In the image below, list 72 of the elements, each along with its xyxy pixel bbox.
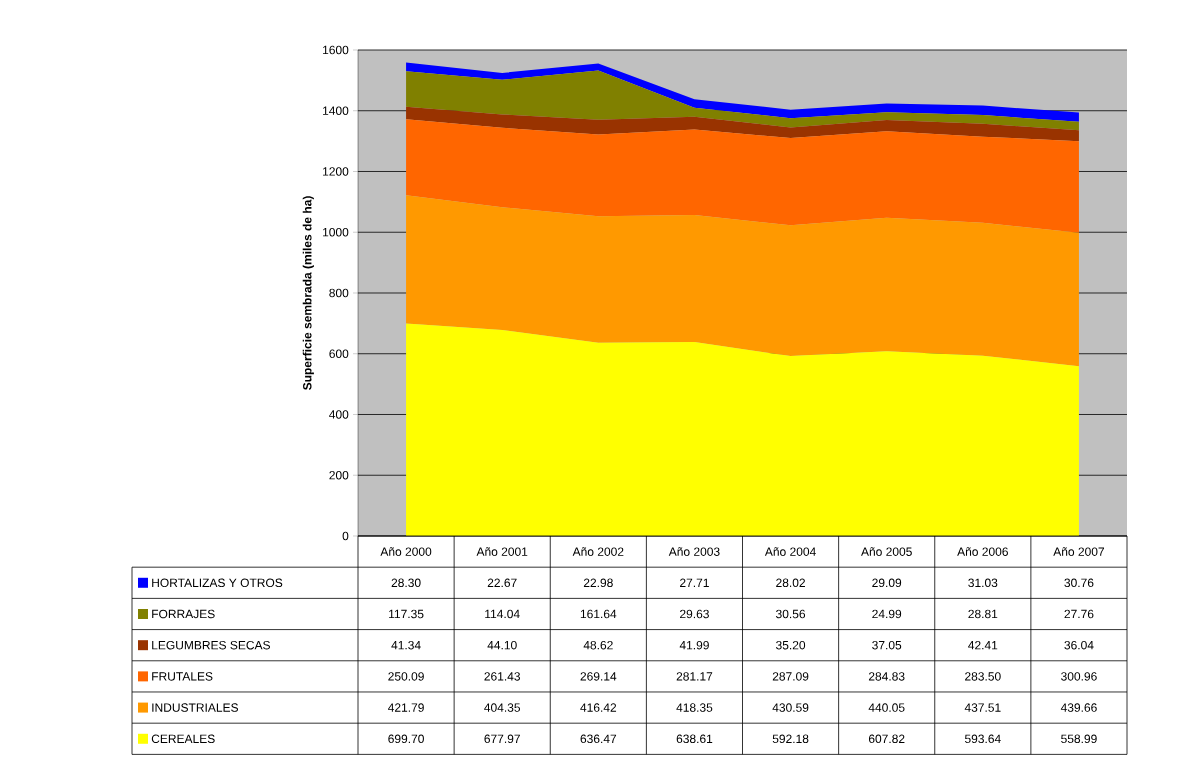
y-tick-label: 1600 [323,45,349,55]
data-label: 607.82 [868,734,905,744]
data-label: 437.51 [964,703,1001,712]
data-label: 430.59 [772,703,809,712]
data-label: 593.64 [964,734,1001,744]
data-label: 440.05 [868,703,905,712]
x-tick-label: Año 2003 [668,547,720,556]
data-label: 161.64 [580,609,617,619]
data-label: 283.50 [965,672,1001,681]
data-label: 250.09 [388,672,424,681]
y-axis-title: Superficie sembrada (miles de ha) [302,196,314,391]
data-label: 300.96 [1061,672,1097,681]
x-tick-label: Año 2001 [476,547,528,556]
data-label: 28.02 [776,578,805,588]
data-label: 287.09 [772,672,809,681]
legend-label: FORRAJES [152,609,215,619]
data-label: 28.30 [391,578,421,588]
data-label: 29.09 [872,578,902,588]
data-label: 36.04 [1064,640,1094,650]
data-label: 281.17 [676,672,713,681]
y-tick-label: 0 [342,531,349,541]
y-tick-label: 1400 [323,106,349,115]
data-label: 269.14 [580,672,617,681]
legend-label: FRUTALES [152,672,213,681]
data-label: 592.18 [772,734,809,744]
data-label: 418.35 [676,703,713,712]
x-tick-label: Año 2004 [764,547,816,556]
data-label: 421.79 [388,703,424,712]
legend-label: CEREALES [151,734,215,744]
x-tick-label: Año 2002 [572,547,624,556]
x-tick-label: Año 2006 [957,547,1008,556]
data-label: 44.10 [487,640,517,650]
y-tick-label: 1200 [323,167,349,176]
data-label: 22.98 [583,578,613,588]
data-label: 30.76 [1064,578,1094,588]
data-label: 677.97 [484,734,520,744]
data-label: 699.70 [388,734,424,744]
x-tick-label: Año 2007 [1053,547,1105,556]
data-label: 117.35 [389,609,424,619]
data-label: 261.43 [484,672,521,681]
y-tick-label: 200 [329,470,349,480]
legend-label: HORTALIZAS Y OTROS [152,578,283,588]
data-label: 27.71 [680,578,709,587]
data-label: 29.63 [680,609,709,619]
data-label: 37.05 [872,640,902,650]
data-label: 636.47 [580,734,617,744]
data-label: 558.99 [1061,734,1097,744]
data-label: 30.56 [776,609,806,619]
data-label: 48.62 [583,640,613,650]
data-label: 416.42 [580,703,617,712]
data-label: 31.03 [968,578,998,588]
x-tick-label: Año 2005 [861,547,912,556]
data-label: 284.83 [868,672,905,681]
data-label: 41.99 [679,640,709,650]
data-label: 404.35 [484,703,521,712]
data-label: 114.04 [485,609,520,619]
y-tick-label: 1000 [323,227,349,237]
data-label: 35.20 [776,640,806,650]
y-tick-label: 800 [329,288,349,298]
data-label: 41.34 [391,640,421,650]
data-label: 42.41 [968,641,998,650]
legend-label: LEGUMBRES SECAS [152,640,270,650]
data-label: 24.99 [872,609,902,619]
data-label: 22.67 [487,578,517,588]
data-label: 27.76 [1064,609,1094,619]
y-tick-label: 600 [329,349,349,358]
data-label: 439.66 [1060,703,1097,712]
legend-label: INDUSTRIALES [152,703,238,712]
data-label: 28.81 [968,609,998,619]
y-tick-label: 400 [329,410,349,419]
data-label: 638.61 [676,734,713,744]
x-tick-label: Año 2000 [380,547,432,556]
